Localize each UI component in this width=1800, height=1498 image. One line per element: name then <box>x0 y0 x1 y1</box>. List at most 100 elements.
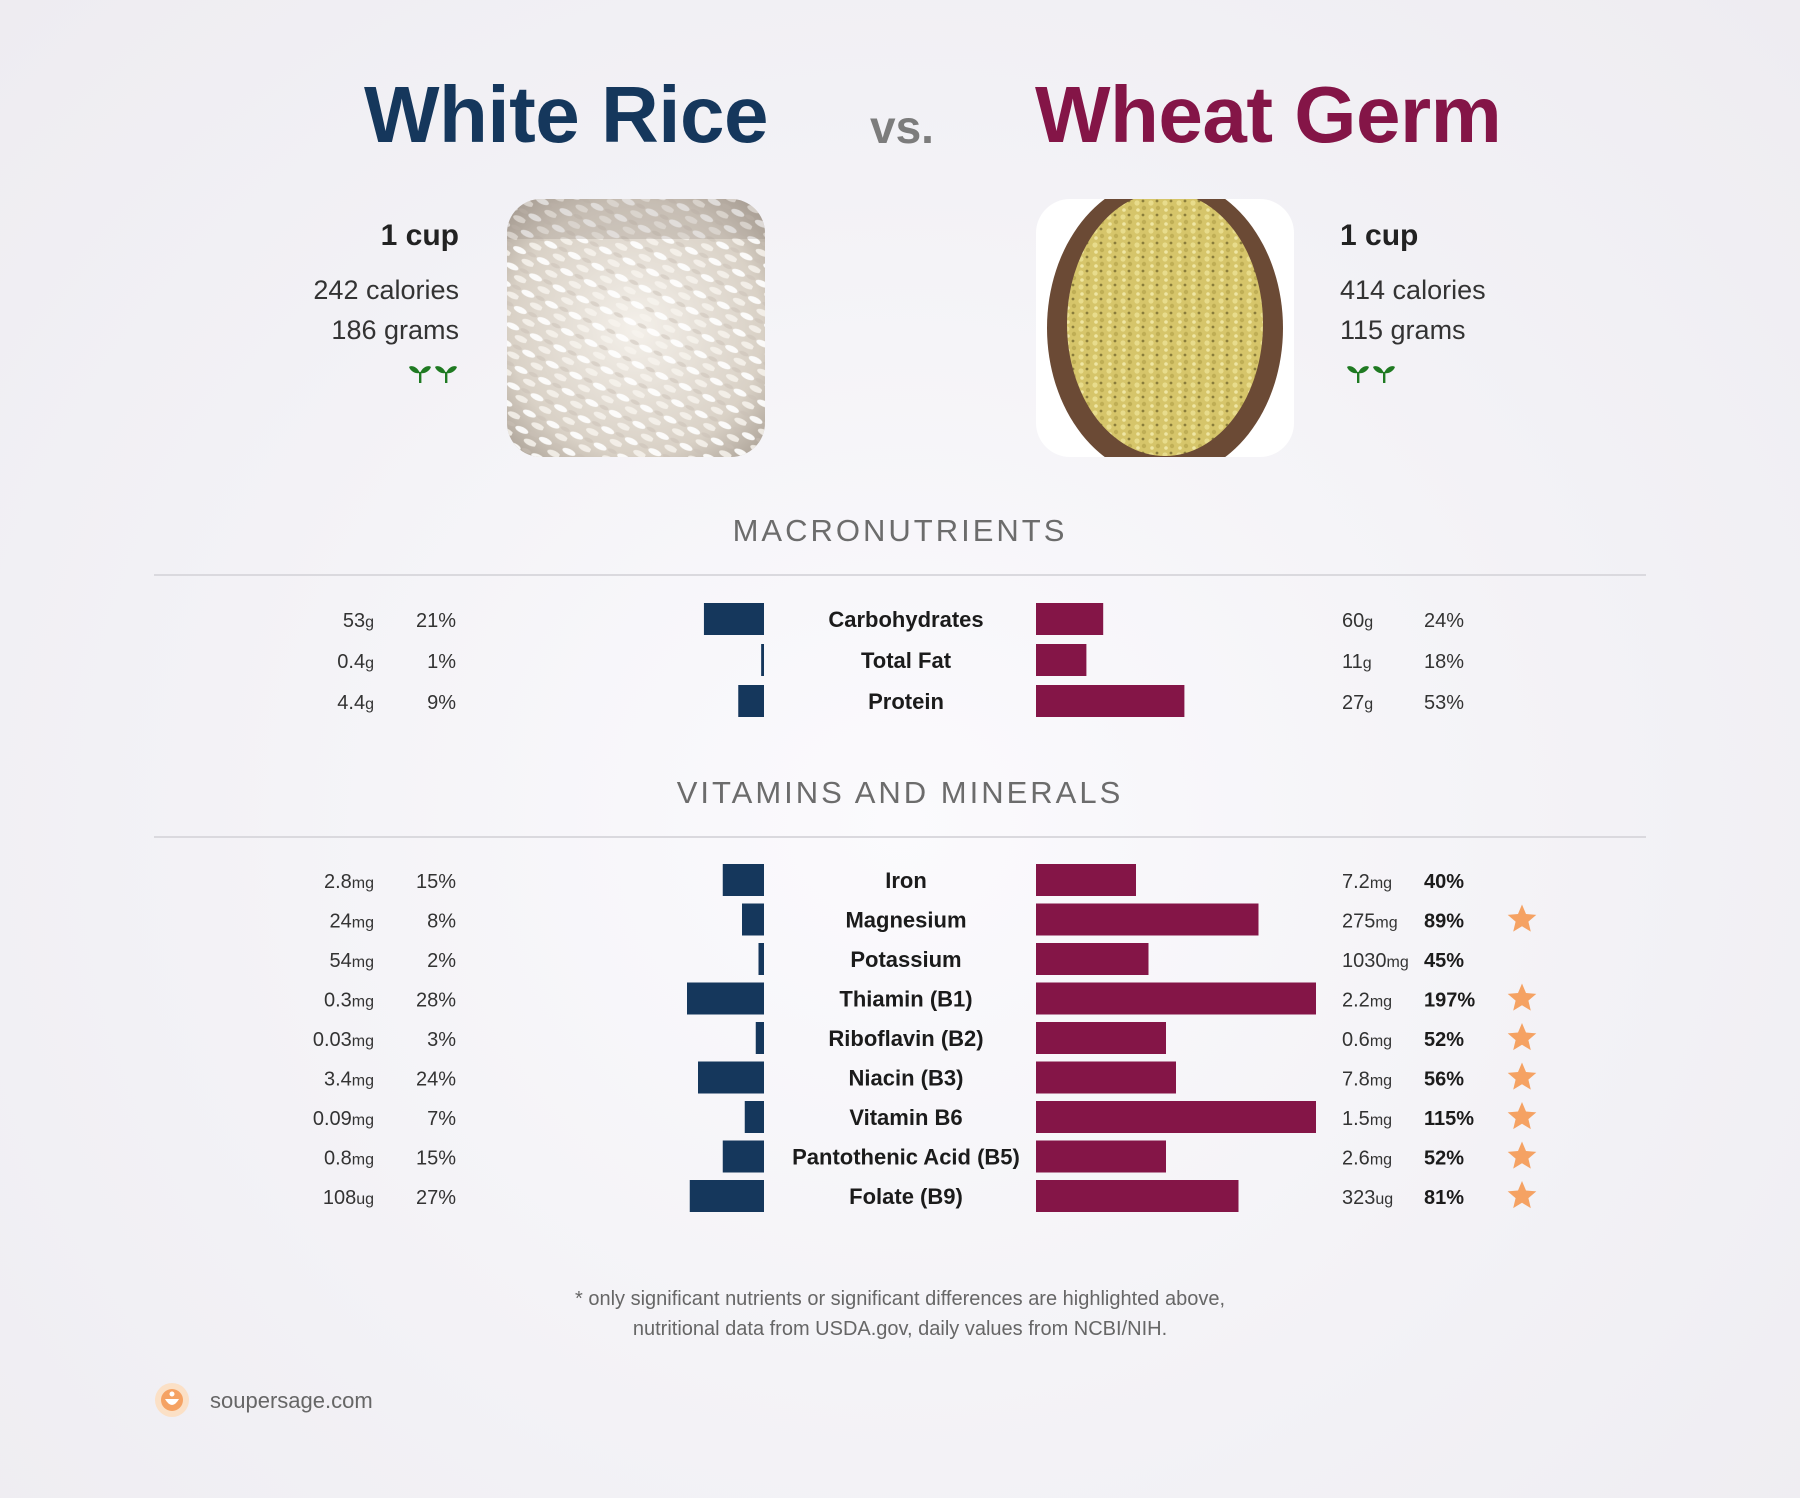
nutrient-label: Pantothenic Acid (B5) <box>792 1145 1020 1170</box>
right-bar <box>1036 1061 1176 1094</box>
star-icon <box>1507 1023 1537 1051</box>
right-percent: 89% <box>1424 911 1464 933</box>
left-serving: 1 cup <box>380 219 459 252</box>
right-bar <box>1036 982 1316 1015</box>
right-calories: 414 calories <box>1340 275 1486 305</box>
right-amount: 1030mg <box>1342 950 1409 972</box>
left-amount: 2.8mg <box>324 871 374 893</box>
nutrient-label: Total Fat <box>861 648 952 673</box>
star-icon <box>1507 1181 1537 1209</box>
left-bar <box>761 644 764 676</box>
left-bar <box>722 1140 764 1173</box>
right-amount: 1.5mg <box>1342 1108 1392 1130</box>
nutrient-label: Potassium <box>850 947 961 972</box>
right-percent: 197% <box>1424 990 1475 1012</box>
right-bar <box>1036 903 1259 936</box>
right-grams: 115 grams <box>1340 315 1466 345</box>
left-amount: 0.4g <box>337 651 374 673</box>
left-percent: 2% <box>427 950 456 972</box>
right-amount: 60g <box>1342 610 1373 632</box>
right-percent: 45% <box>1424 950 1464 972</box>
right-amount: 2.2mg <box>1342 990 1392 1012</box>
left-amount: 54mg <box>330 950 374 972</box>
right-percent: 53% <box>1424 692 1464 714</box>
left-bar <box>738 685 764 717</box>
right-seedling-icons <box>1346 362 1398 389</box>
left-grams: 186 grams <box>331 315 459 345</box>
left-percent: 27% <box>416 1187 456 1209</box>
left-amount: 0.3mg <box>324 990 374 1012</box>
left-amount: 0.09mg <box>313 1108 374 1130</box>
right-percent: 56% <box>1424 1069 1464 1091</box>
right-bar <box>1036 1022 1166 1054</box>
left-bar <box>687 982 764 1015</box>
nutrient-label: Carbohydrates <box>828 607 983 632</box>
seedling-icon <box>1347 366 1395 383</box>
left-seedling-icons <box>408 362 460 389</box>
nutrient-label: Magnesium <box>845 908 966 933</box>
right-percent: 52% <box>1424 1148 1464 1170</box>
right-percent: 24% <box>1424 610 1464 632</box>
footnote-line-1: * only significant nutrients or signific… <box>574 1288 1226 1310</box>
footnote-line-2: nutritional data from USDA.gov, daily va… <box>632 1318 1168 1340</box>
left-bar <box>703 603 764 635</box>
star-icon <box>1507 1102 1537 1130</box>
right-bar <box>1036 685 1185 717</box>
left-percent: 15% <box>416 871 456 893</box>
right-bar <box>1036 1140 1166 1173</box>
right-amount: 275mg <box>1342 911 1398 933</box>
left-bar <box>758 943 764 975</box>
left-bar <box>744 1101 764 1133</box>
left-percent: 1% <box>427 651 456 673</box>
left-bar <box>722 864 764 896</box>
brand-link[interactable]: soupersage.com <box>210 1388 373 1413</box>
vitamins-divider <box>154 836 1646 838</box>
left-percent: 9% <box>427 692 456 714</box>
right-serving: 1 cup <box>1340 219 1419 252</box>
left-amount: 0.03mg <box>313 1029 374 1051</box>
right-amount: 7.8mg <box>1342 1069 1392 1091</box>
right-amount: 11g <box>1342 651 1372 673</box>
vitamins-heading: VITAMINS AND MINERALS <box>676 775 1124 810</box>
left-amount: 3.4mg <box>324 1069 374 1091</box>
white-rice-photo <box>507 199 765 457</box>
macronutrients-divider <box>154 574 1646 576</box>
seedling-icon <box>409 366 457 383</box>
left-percent: 8% <box>427 911 456 933</box>
right-bar <box>1036 603 1104 635</box>
left-amount: 4.4g <box>337 692 374 714</box>
nutrient-label: Vitamin B6 <box>849 1105 962 1130</box>
left-bar <box>698 1061 764 1094</box>
right-bar <box>1036 1180 1239 1212</box>
macronutrients-heading: MACRONUTRIENTS <box>732 513 1068 548</box>
left-amount: 24mg <box>330 911 374 933</box>
left-amount: 108ug <box>323 1187 374 1209</box>
nutrient-label: Thiamin (B1) <box>839 987 972 1012</box>
left-amount: 0.8mg <box>324 1148 374 1170</box>
left-amount: 53g <box>343 610 374 632</box>
nutrient-label: Protein <box>868 689 944 714</box>
right-amount: 7.2mg <box>1342 871 1392 893</box>
nutrient-label: Riboflavin (B2) <box>828 1026 983 1051</box>
right-bar <box>1036 644 1087 676</box>
star-icon <box>1507 1062 1537 1090</box>
right-percent: 115% <box>1424 1108 1474 1130</box>
soupersage-logo-icon <box>154 1382 190 1418</box>
star-icon <box>1507 1141 1537 1169</box>
left-bar <box>689 1180 764 1212</box>
nutrient-label: Iron <box>885 868 927 893</box>
right-bar <box>1036 1101 1316 1133</box>
wheat-germ-photo <box>1036 199 1294 457</box>
left-percent: 15% <box>416 1148 456 1170</box>
left-bar <box>742 903 764 936</box>
star-icon <box>1507 983 1537 1011</box>
right-amount: 0.6mg <box>1342 1029 1392 1051</box>
vs-label: vs. <box>870 101 934 153</box>
nutrient-label: Niacin (B3) <box>849 1066 964 1091</box>
left-percent: 21% <box>416 610 456 632</box>
right-bar <box>1036 943 1149 975</box>
right-amount: 323ug <box>1342 1187 1393 1209</box>
left-calories: 242 calories <box>313 275 459 305</box>
left-bar <box>755 1022 764 1054</box>
left-percent: 24% <box>416 1069 456 1091</box>
